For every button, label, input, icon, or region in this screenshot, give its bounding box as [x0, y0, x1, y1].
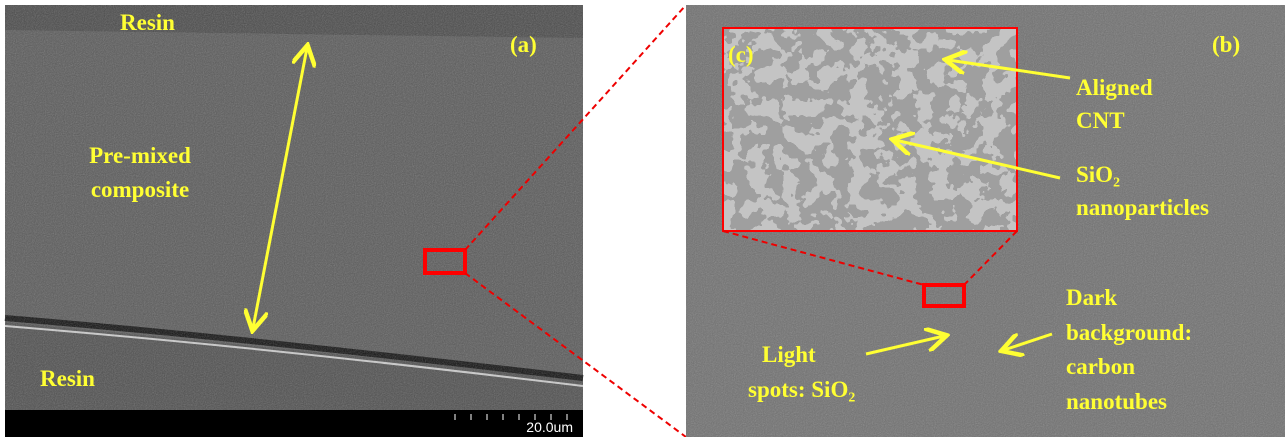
panel-label: (b) — [1212, 32, 1240, 57]
label: Resin — [40, 366, 95, 391]
label: nanotubes — [1066, 389, 1167, 414]
scale-bar-label: 20.0um — [526, 419, 573, 435]
label: Pre-mixed — [89, 143, 191, 168]
label: Dark — [1066, 285, 1117, 310]
panel-a: 20.0um Resin (a) Pre-mixed composite Res… — [5, 5, 583, 437]
inset-texture — [723, 28, 1017, 231]
panel-label: (c) — [728, 42, 754, 67]
label: spots: SiO₂ — [748, 377, 855, 402]
label: Resin — [120, 10, 175, 35]
label: Light — [762, 342, 816, 367]
label: Aligned — [1076, 75, 1153, 100]
label: SiO₂ — [1076, 162, 1120, 187]
label: CNT — [1076, 108, 1125, 133]
scale-bar-strip — [5, 410, 583, 437]
label: carbon — [1066, 354, 1135, 379]
panel-label: (a) — [510, 32, 537, 57]
figure: 20.0um Resin (a) Pre-mixed composite Res… — [0, 0, 1285, 437]
label: composite — [91, 177, 189, 202]
label: background: — [1066, 320, 1192, 345]
panel-b: (c) (b) Aligned CNT SiO₂ nanoparticles L… — [686, 5, 1285, 437]
label: nanoparticles — [1076, 195, 1209, 220]
